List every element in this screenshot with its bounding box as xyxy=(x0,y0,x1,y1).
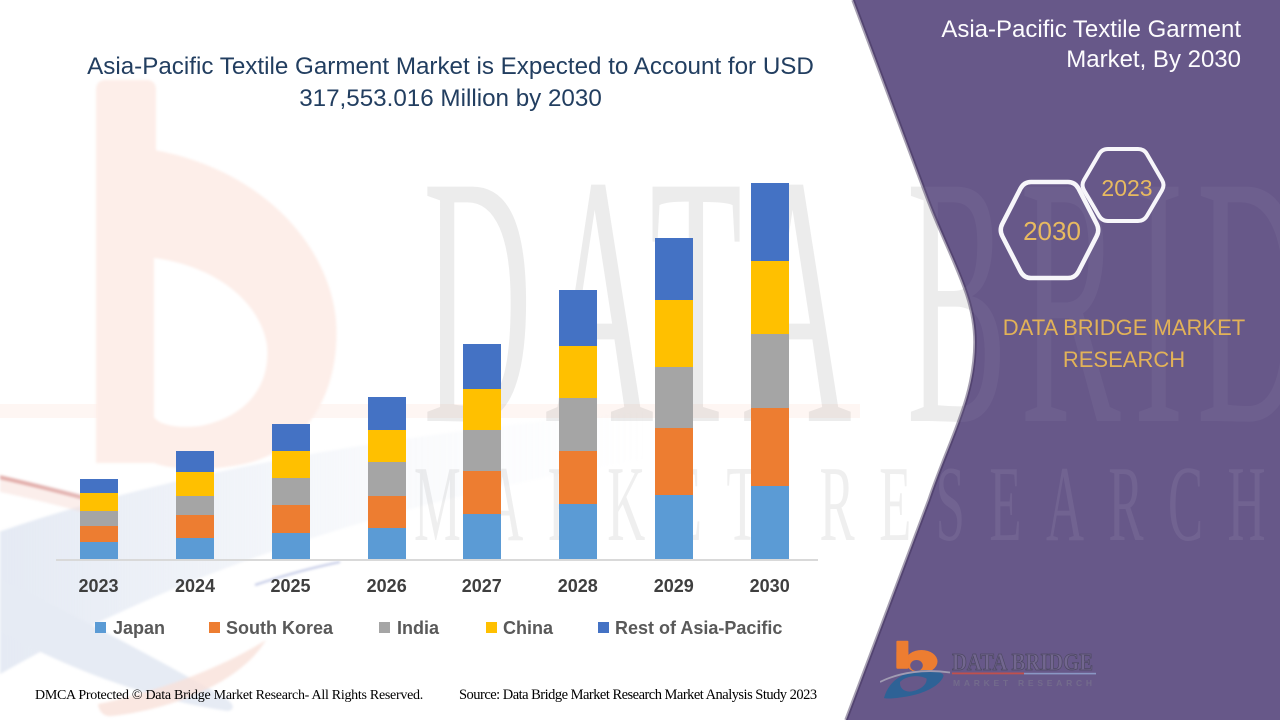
svg-text:2030: 2030 xyxy=(1023,216,1081,246)
svg-text:2023: 2023 xyxy=(1101,175,1152,201)
svg-text:MARKET RESEARCH: MARKET RESEARCH xyxy=(953,678,1092,688)
svg-text:DATA BRIDGE: DATA BRIDGE xyxy=(952,650,1093,676)
